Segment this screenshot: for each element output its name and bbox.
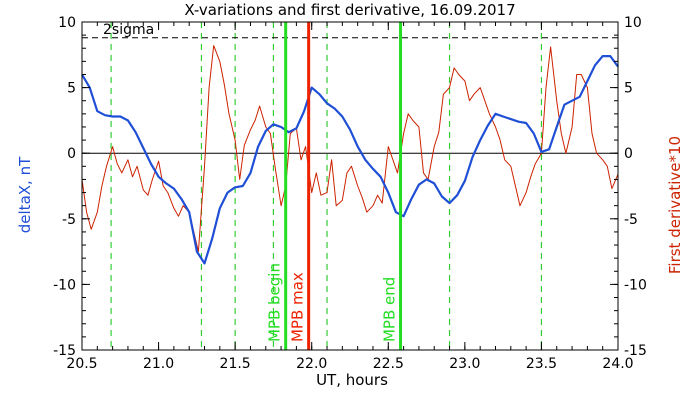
marker-label-max: MPB max bbox=[289, 272, 307, 342]
sigma-label: 2sigma bbox=[103, 22, 154, 38]
y-tick-label-left-2: 0 bbox=[67, 146, 76, 162]
y-tick-label-right-2: 0 bbox=[624, 146, 633, 162]
x-tick-label-6: 23.5 bbox=[526, 356, 557, 372]
y-axis-label-right: First derivative*10 bbox=[666, 136, 684, 274]
x-tick-label-5: 23.0 bbox=[449, 356, 480, 372]
y-tick-label-right-0: 10 bbox=[624, 15, 642, 31]
marker-label-begin: MPB begin bbox=[266, 263, 284, 342]
series-line-derivative bbox=[81, 45, 619, 253]
y-tick-label-right-4: -10 bbox=[624, 277, 647, 293]
x-tick-label-0: 20.5 bbox=[66, 356, 97, 372]
x-tick-label-7: 24.0 bbox=[602, 356, 633, 372]
x-tick-label-2: 21.5 bbox=[220, 356, 251, 372]
marker-label-end: MPB end bbox=[381, 277, 399, 342]
x-tick-label-4: 22.5 bbox=[373, 356, 404, 372]
y-tick-label-right-3: -5 bbox=[624, 212, 638, 228]
y-tick-label-left-4: -10 bbox=[53, 277, 76, 293]
y-tick-label-left-1: 5 bbox=[67, 81, 76, 97]
y-tick-label-left-5: -15 bbox=[53, 343, 76, 359]
x-axis-label: UT, hours bbox=[316, 371, 388, 389]
y-tick-label-right-1: 5 bbox=[624, 81, 633, 97]
chart-title: X-variations and first derivative, 16.09… bbox=[184, 1, 515, 19]
plot-frame bbox=[81, 21, 619, 351]
x-tick-label-3: 22.0 bbox=[296, 356, 327, 372]
label-layer: 2sigma MPB begin MPB max MPB end 20.5 21.0 21.… bbox=[53, 15, 647, 372]
y-axis-label-left: deltaX, nT bbox=[16, 156, 34, 233]
series-line-deltax bbox=[81, 54, 619, 265]
y-tick-label-left-0: 10 bbox=[58, 15, 76, 31]
x-tick-label-1: 21.0 bbox=[143, 356, 174, 372]
y-tick-label-right-5: -15 bbox=[624, 343, 647, 359]
y-tick-label-left-3: -5 bbox=[62, 212, 76, 228]
plot-area bbox=[81, 21, 619, 351]
